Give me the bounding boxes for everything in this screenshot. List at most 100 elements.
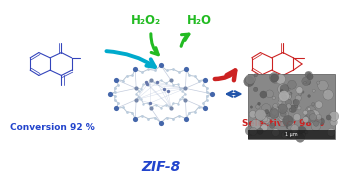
Point [152,69,158,72]
Circle shape [285,99,292,105]
Circle shape [281,132,288,139]
Point [170,101,176,105]
Circle shape [318,80,328,91]
Point [120,79,126,82]
Circle shape [280,90,284,93]
Circle shape [302,133,306,136]
Text: ZIF-8: ZIF-8 [141,160,180,174]
Point [112,99,118,102]
Circle shape [261,124,268,131]
Point [145,68,151,71]
Circle shape [272,129,280,136]
Circle shape [253,87,258,92]
Circle shape [293,114,300,121]
Point [116,84,121,87]
Point [116,101,121,105]
Point [137,95,142,98]
Point [143,80,149,83]
Point [154,81,160,84]
Circle shape [245,126,255,136]
Circle shape [278,104,287,113]
Circle shape [278,84,289,95]
Circle shape [261,104,271,113]
Circle shape [327,128,335,136]
Point [192,110,198,113]
Circle shape [255,110,264,119]
Circle shape [286,124,291,129]
Point [114,107,119,110]
Circle shape [258,102,260,105]
Point [130,111,135,114]
Circle shape [311,102,315,106]
Point [176,102,181,105]
Circle shape [295,105,298,108]
Circle shape [289,109,292,112]
Circle shape [266,90,273,98]
Point [132,117,138,120]
Circle shape [301,91,304,93]
Circle shape [282,94,287,99]
Point [201,84,206,87]
Point [146,101,151,105]
Circle shape [256,105,260,109]
Point [178,98,183,101]
Circle shape [293,99,299,106]
Point [187,111,192,114]
Point [130,74,135,77]
Point [192,75,198,78]
Point [180,90,185,93]
Circle shape [298,92,302,96]
Circle shape [278,97,283,101]
Point [139,98,144,101]
Point [124,75,130,78]
Point [141,102,146,105]
Circle shape [317,81,320,84]
Circle shape [271,74,278,82]
Circle shape [323,89,333,100]
Circle shape [282,116,289,123]
Point [170,68,176,71]
Point [132,68,138,71]
Circle shape [304,81,306,84]
Point [112,86,118,89]
Circle shape [308,95,310,98]
Circle shape [273,104,278,108]
Circle shape [276,74,285,84]
Circle shape [280,84,289,93]
Circle shape [284,89,290,95]
Circle shape [297,126,306,136]
Point [183,98,188,101]
Point [133,98,139,101]
Circle shape [255,109,266,120]
Point [114,78,119,81]
Circle shape [249,127,257,136]
Point [178,88,183,91]
Circle shape [270,106,281,116]
Circle shape [272,96,275,100]
Circle shape [251,119,261,129]
Point [148,106,153,109]
Point [141,83,146,86]
Circle shape [296,87,303,94]
Circle shape [329,111,339,121]
Circle shape [305,71,311,77]
Point [183,92,188,95]
Point [139,71,145,74]
Point [180,95,185,98]
Circle shape [309,114,317,121]
Circle shape [254,74,258,77]
Point [133,87,139,90]
Circle shape [307,110,315,119]
Circle shape [316,114,321,120]
Point [152,116,158,119]
Point [153,82,158,85]
Circle shape [286,131,293,138]
Point [177,71,182,74]
Point [204,91,210,94]
Point [112,91,118,94]
Circle shape [308,108,310,111]
Circle shape [245,74,255,84]
Circle shape [262,110,272,120]
Text: H₂O₂: H₂O₂ [131,15,161,28]
Point [170,117,176,120]
